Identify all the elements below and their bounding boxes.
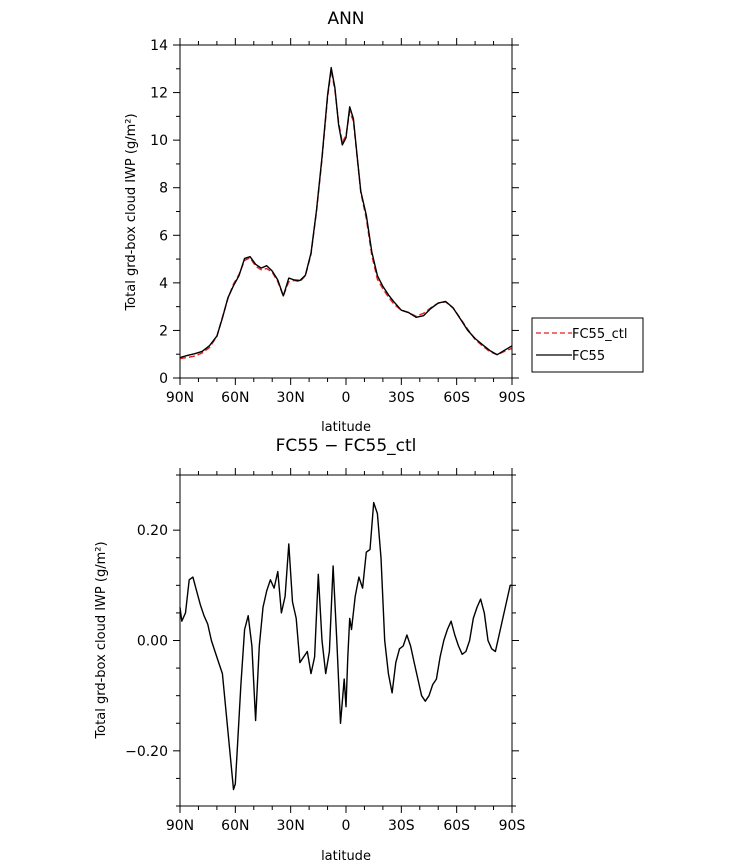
legend: FC55_ctl FC55	[531, 317, 644, 373]
x-tick-label: 60N	[221, 390, 249, 406]
y-tick-label: 8	[159, 181, 168, 197]
plot-frame	[179, 474, 513, 807]
y-tick-label: −0.20	[125, 744, 168, 760]
y-axis-label: Total grd-box cloud IWP (g/m²)	[94, 541, 109, 739]
x-tick-label: 30N	[277, 390, 305, 406]
iwp-difference-chart: FC55 − FC55_ctl Total grd-box cloud IWP …	[94, 436, 525, 864]
y-axis-label: Total grd-box cloud IWP (g/m²)	[124, 113, 139, 311]
tick-group: 90N 60N 30N 0 30S 60S 90S −0.20 0.00 0.20	[125, 468, 525, 834]
y-tick-label: 12	[150, 86, 168, 102]
x-tick-label: 0	[342, 818, 351, 834]
x-tick-label: 90S	[499, 818, 526, 834]
y-tick-label: 10	[150, 133, 168, 149]
x-axis-label: latitude	[321, 849, 371, 864]
y-tick-label: 4	[159, 276, 168, 292]
series-line-fc55-ctl	[179, 69, 513, 360]
legend-label-fc55-ctl: FC55_ctl	[572, 327, 627, 342]
chart-title: FC55 − FC55_ctl	[276, 436, 417, 456]
y-tick-label: 6	[159, 228, 168, 244]
x-tick-label: 30S	[388, 390, 415, 406]
x-tick-label: 60S	[443, 390, 470, 406]
y-tick-label: 0	[159, 371, 168, 387]
chart-title: ANN	[327, 9, 364, 29]
y-tick-label: 0.00	[137, 634, 168, 650]
x-tick-label: 90S	[499, 390, 526, 406]
x-tick-label: 30S	[388, 818, 415, 834]
series-group	[179, 501, 512, 791]
y-tick-label: 2	[159, 323, 168, 339]
x-tick-label: 90N	[166, 818, 194, 834]
x-axis-label: latitude	[321, 420, 371, 435]
y-tick-label: 0.20	[137, 523, 168, 539]
series-line-fc55	[179, 66, 513, 359]
tick-group: 90N 60N 30N 0 30S 60S 90S 0 2 4 6 8 10 12 14	[150, 38, 525, 406]
x-tick-label: 60N	[221, 818, 249, 834]
difference-line	[179, 501, 512, 791]
x-tick-label: 0	[342, 390, 351, 406]
iwp-annual-chart: ANN Total grd-box cloud IWP (g/m²) latit…	[124, 9, 644, 435]
legend-box	[531, 317, 644, 373]
x-tick-label: 60S	[443, 818, 470, 834]
y-tick-label: 14	[150, 38, 168, 54]
plot-frame	[179, 44, 513, 379]
legend-label-fc55: FC55	[572, 349, 605, 364]
x-tick-label: 90N	[166, 390, 194, 406]
x-tick-label: 30N	[277, 818, 305, 834]
series-group	[179, 66, 513, 360]
